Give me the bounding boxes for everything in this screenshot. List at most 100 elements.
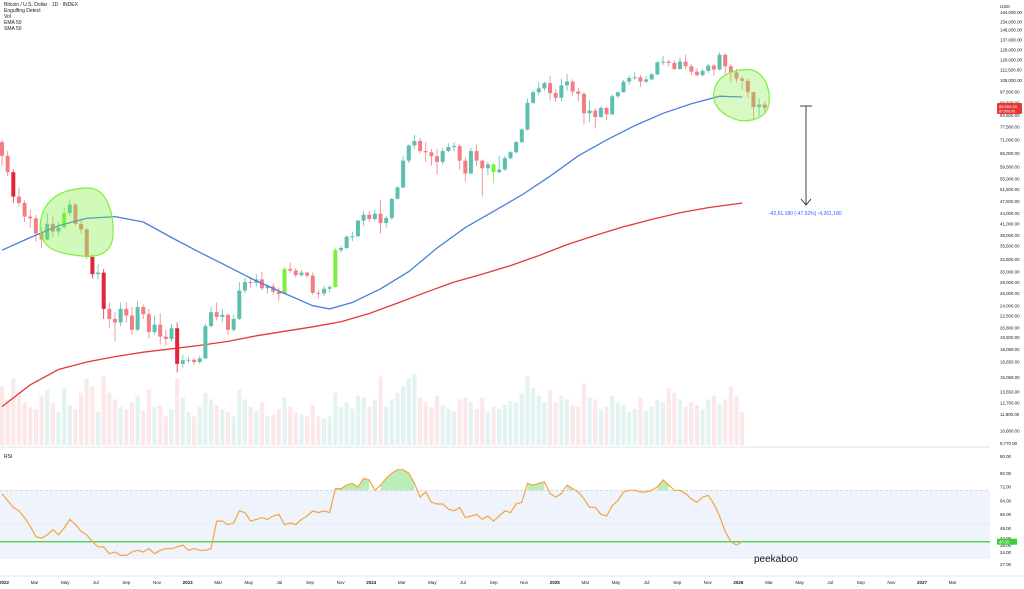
volume-bar	[502, 405, 507, 445]
candle-body	[683, 61, 688, 67]
candle-body	[661, 61, 666, 63]
price-tick-label: 15,050.00	[1000, 375, 1020, 380]
price-tick-label: 77,500.00	[1000, 124, 1020, 129]
volume-bar	[389, 399, 394, 445]
candle-body	[192, 359, 197, 362]
candle-body	[45, 223, 50, 240]
volume-bar	[559, 395, 564, 445]
candle-body	[734, 72, 739, 79]
rsi-pane[interactable]: RSI	[0, 454, 990, 559]
candle-body	[226, 314, 230, 330]
indicator-vol[interactable]: Vol	[4, 14, 11, 20]
indicator-ema[interactable]: EMA 50	[4, 20, 22, 26]
volume-bar	[11, 378, 16, 445]
volume-bar	[361, 397, 366, 445]
candle-body	[446, 146, 451, 152]
volume-bar	[480, 397, 485, 445]
volume-bar	[723, 399, 728, 445]
price-tick-label: 28,000.00	[1000, 280, 1020, 285]
rsi-tick-label: 56.00	[1000, 512, 1012, 517]
volume-bar	[95, 411, 101, 445]
candle-body	[248, 282, 253, 284]
candle-body	[158, 324, 163, 337]
volume-bar	[344, 402, 349, 445]
volume-bar	[598, 408, 603, 445]
volume-bar	[62, 388, 67, 445]
candle-body	[322, 288, 327, 294]
candle-body	[565, 81, 569, 86]
candle-body	[638, 77, 643, 82]
volume-bar	[644, 410, 649, 445]
time-tick-label: Jul	[460, 580, 466, 585]
candle-body	[604, 107, 609, 115]
candle-body	[163, 336, 168, 339]
candle-body	[372, 213, 377, 220]
time-tick-label: Nov	[704, 580, 713, 585]
volume-bar	[740, 411, 745, 445]
candle-body	[28, 216, 33, 219]
volume-bar	[107, 392, 112, 445]
candle-body	[33, 218, 38, 234]
candle-body	[56, 227, 61, 232]
volume-bar	[666, 388, 671, 445]
candle-body	[745, 80, 750, 93]
volume-bar	[259, 402, 264, 445]
volume-bar	[79, 392, 84, 445]
time-tick-label: 2024	[366, 580, 377, 585]
price-pane[interactable]	[0, 52, 767, 445]
candle-body	[485, 164, 490, 169]
volume-bar	[497, 408, 502, 445]
time-tick-label: May	[612, 580, 621, 585]
volume-bar	[649, 407, 654, 445]
candle-body	[452, 146, 456, 148]
price-tick-label: 9,770.00	[1000, 441, 1018, 446]
time-tick-label: Sep	[306, 580, 315, 585]
time-tick-label: Mar	[582, 580, 590, 585]
candle-body	[644, 79, 649, 82]
candle-body	[293, 270, 298, 276]
price-tag	[997, 103, 1022, 114]
price-tick-label: 12,700.00	[1000, 401, 1020, 406]
volume-bar	[288, 407, 293, 445]
candle-body	[689, 66, 694, 72]
candle-body	[220, 314, 225, 317]
volume-bar	[570, 405, 575, 445]
candle-body	[700, 70, 705, 76]
volume-bar	[299, 414, 304, 445]
volume-bar	[214, 405, 219, 445]
volume-bar	[367, 407, 372, 445]
candle-body	[508, 152, 513, 159]
candle-body	[129, 315, 134, 330]
volume-bar	[434, 395, 440, 445]
volume-bar	[203, 392, 208, 445]
candle-body	[288, 269, 293, 271]
candle-body	[118, 308, 123, 323]
candle-body	[581, 93, 586, 114]
measure-label: -42,61.180 (-47.52%) -4,261,180	[769, 211, 842, 217]
candle-body	[728, 66, 733, 73]
indicator-engulfing[interactable]: Engulfing Detect	[4, 8, 41, 14]
candle-body	[423, 151, 428, 153]
price-tick-label: 20,800.00	[1000, 325, 1020, 330]
highlight-circle-2025	[713, 69, 770, 122]
volume-bar	[553, 402, 558, 445]
candle-body	[327, 287, 332, 289]
candle-body	[531, 92, 536, 103]
measure-arrowhead	[800, 198, 812, 206]
volume-bar	[660, 402, 666, 445]
symbol-title[interactable]: Bitcoin / U.S. Dollar · 1D · INDEX	[4, 2, 78, 8]
indicator-sma[interactable]: SMA 50	[4, 26, 22, 32]
candle-body	[627, 77, 632, 82]
price-tick-label: 65,000.00	[1000, 151, 1020, 156]
candle-body	[751, 92, 756, 108]
rsi-line	[1, 469, 743, 556]
volume-bar	[564, 399, 570, 445]
price-tag-value-2: 87,600.00	[999, 110, 1015, 114]
volume-bar	[485, 411, 490, 445]
candle-body	[124, 308, 129, 316]
candle-body	[429, 152, 434, 157]
volume-bar	[129, 402, 135, 445]
volume-bar	[39, 395, 44, 445]
candle-body	[96, 272, 101, 275]
